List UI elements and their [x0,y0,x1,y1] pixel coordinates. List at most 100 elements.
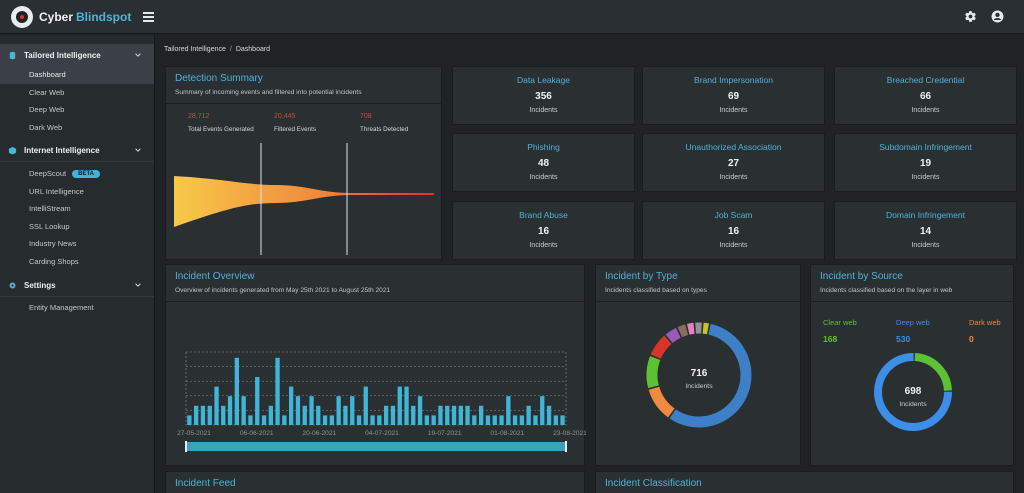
breadcrumb-current: Dashboard [235,46,271,53]
stat-card-unauthorized-association[interactable]: Unauthorized Association 27 Incidents [642,133,825,192]
stat-card-subdomain-infringement[interactable]: Subdomain Infringement 19 Incidents [834,133,1017,192]
stat-value: 16 [727,226,740,237]
sidebar-item-carding-shops[interactable]: Carding Shops [29,256,79,266]
bar [390,405,396,425]
bar [221,405,226,425]
main-content: Tailored Intelligence / Dashboard Detectio… [156,35,1024,493]
bar [397,386,402,425]
account-icon[interactable] [991,10,1004,23]
sidebar-item-clear-web[interactable]: Clear Web [29,87,65,97]
bar [241,396,246,425]
stat-card-breached-credential[interactable]: Breached Credential 66 Incidents [834,66,1017,125]
range-slider-handle [185,441,187,452]
donut-slice [686,322,695,335]
cube-icon [8,146,17,155]
sidebar-item-label: DeepScout [29,169,67,179]
bar [404,386,409,425]
stat-card-phishing[interactable]: Phishing 48 Incidents [452,133,635,192]
bar [479,405,484,425]
stat-title: Job Scam [714,210,753,220]
stat-card-data-leakage[interactable]: Data Leakage 356 Incidents [452,66,635,125]
donut-slice [669,323,752,428]
sidebar: Tailored Intelligence Dashboard Clear We… [0,35,155,493]
sidebar-section-internet-intelligence[interactable]: Internet Intelligence [0,139,154,161]
stat-unit: Incidents [529,107,558,114]
logo-icon[interactable] [11,5,33,28]
cylinder-icon [9,51,16,59]
funnel-shape [174,176,434,227]
card-title: Incident by Type [605,271,678,282]
stat-unit: Incidents [911,107,940,114]
donut-total: 716 [690,368,708,379]
bar [234,357,239,425]
stat-card-brand-abuse[interactable]: Brand Abuse 16 Incidents [452,201,635,260]
donut-center: 698 Incidents [883,386,943,408]
sidebar-item-industry-news[interactable]: Industry News [29,239,77,249]
funnel-chart [174,143,434,255]
stat-card-brand-impersonation[interactable]: Brand Impersonation 69 Incidents [642,66,825,125]
bar [282,415,287,425]
stat-unit: Incidents [529,242,558,249]
top-bar: Cyber Blindspot [0,0,1024,34]
bar [255,377,260,425]
sidebar-item-url-intelligence[interactable]: URL Intelligence [29,186,84,196]
stat-card-domain-infringement[interactable]: Domain Infringement 14 Incidents [834,201,1017,260]
donut-total: 698 [904,386,922,397]
sidebar-item-dashboard[interactable]: Dashboard [0,66,154,84]
bar [377,415,382,425]
breadcrumb-parent[interactable]: Tailored Intelligence [164,46,226,53]
app-brand[interactable]: Cyber Blindspot [39,10,131,24]
donut-unit: Incidents [685,383,713,390]
stat-value: 48 [537,158,550,169]
sidebar-item-entity-management[interactable]: Entity Management [29,303,94,313]
bar [248,415,253,425]
sidebar-item-deep-web[interactable]: Deep Web [29,105,65,115]
bar [316,405,321,425]
stat-title: Unauthorized Association [685,142,782,152]
stat-title: Subdomain Infringement [879,142,972,152]
gear-icon[interactable] [964,10,977,23]
bar [200,405,206,425]
sidebar-item-ssl-lookup[interactable]: SSL Lookup [29,221,70,231]
sidebar-item-dark-web[interactable]: Dark Web [29,122,63,132]
bar [268,405,273,425]
donut-center: 716 Incidents [669,368,729,390]
hamburger-menu-icon[interactable] [143,10,155,24]
bar [465,405,470,425]
source-clear-web: Clear web 168 [823,318,857,344]
bar [336,396,341,425]
sidebar-item-intellistream[interactable]: IntelliStream [29,204,71,214]
stat-card-job-scam[interactable]: Job Scam 16 Incidents [642,201,825,260]
brand-second: Blindspot [76,9,132,24]
chevron-down-icon [135,283,141,287]
sidebar-section-label: Settings [24,280,56,290]
sidebar-section-settings[interactable]: Settings [0,274,154,296]
bar [322,415,328,425]
stat-value: 356 [535,91,552,102]
stage-value: 708 [360,113,372,120]
breadcrumb-separator: / [229,46,232,53]
incident-classification-card: Incident Classification [595,471,1014,493]
plot-frame [185,351,567,426]
bar [370,415,375,425]
card-title: Incident Feed [175,478,236,489]
bar [363,386,368,425]
source-value: 168 [823,334,838,344]
bar [194,405,199,425]
source-label: Deep web [896,318,930,327]
bar [207,405,212,425]
donut-slice [874,353,953,431]
stat-value: 19 [919,158,932,169]
chevron-down-icon [135,53,141,57]
incident-overview-card: Incident Overview Overview of incidents … [165,264,586,466]
stat-title: Data Leakage [517,75,570,85]
bar [451,405,457,425]
source-dark-web: Dark web 0 [969,318,1001,344]
card-subtitle: Incidents classified based on the layer … [820,287,953,294]
chevron-down-icon [135,148,141,152]
donut-slice [646,356,661,389]
sidebar-section-tailored-intelligence[interactable]: Tailored Intelligence [0,44,154,66]
x-tick-label: 19-07-2021 [428,430,462,437]
sidebar-item-deepscout[interactable]: DeepScout BETA [0,165,154,183]
bar [438,405,443,425]
